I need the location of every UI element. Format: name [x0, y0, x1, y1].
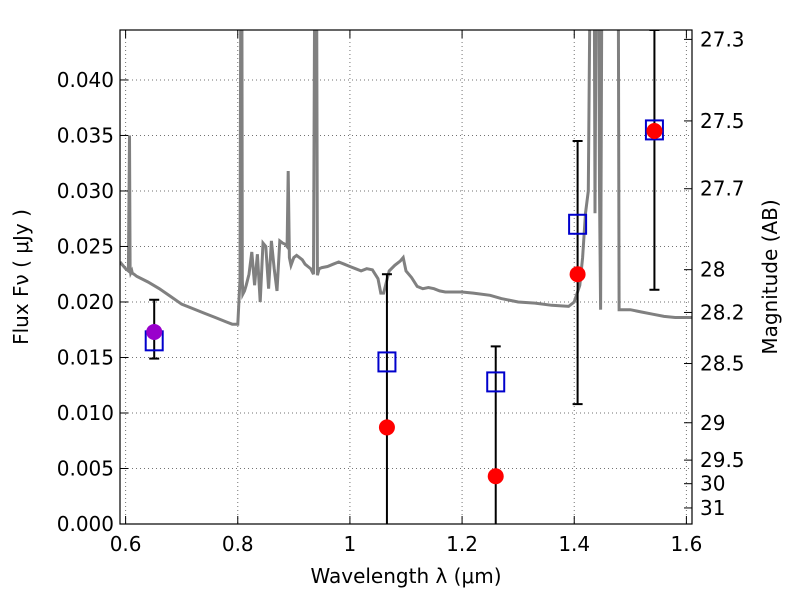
- x-axis-label: Wavelength λ (μm): [310, 564, 501, 588]
- right-axis-label: Magnitude (AB): [758, 199, 782, 354]
- x-tick-label: 0.8: [222, 532, 254, 556]
- observed-flux-points: [146, 123, 663, 485]
- y-tick-label: 0.040: [57, 68, 114, 92]
- observed-flux-point: [378, 419, 395, 436]
- grid-lines: [120, 30, 692, 525]
- observed-flux-point: [146, 323, 163, 340]
- x-tick-label: 1.2: [446, 532, 478, 556]
- error-bars: [149, 30, 660, 524]
- y-tick-label: 0.025: [57, 234, 114, 258]
- model-flux-box: [377, 351, 397, 373]
- x-tick-label: 1.6: [670, 532, 702, 556]
- observed-flux-point: [487, 468, 504, 485]
- y-tick-label: 0.000: [57, 512, 114, 536]
- model-flux-boxes: [144, 119, 664, 393]
- x-tick-label: 1: [344, 532, 357, 556]
- right-tick-label: 28: [700, 258, 725, 282]
- right-tick-label: 28.2: [700, 300, 745, 324]
- model-flux-box: [644, 119, 664, 141]
- right-tick-label: 27.7: [700, 177, 745, 201]
- y-tick-label: 0.030: [57, 179, 114, 203]
- model-flux-box: [486, 371, 506, 393]
- plot-frame: [119, 29, 693, 525]
- axis-ticks: 0.6 0.8 1 1.2 1.4 1.6 0.000 0.005 0.010 0.015 0.02…: [57, 27, 745, 556]
- x-tick-label: 1.4: [558, 532, 590, 556]
- right-tick-label: 29: [700, 411, 725, 435]
- right-tick-label: 28.5: [700, 352, 745, 376]
- y-tick-label: 0.005: [57, 456, 114, 480]
- right-tick-label: 29.5: [700, 448, 745, 472]
- y-tick-label: 0.035: [57, 123, 114, 147]
- model-flux-box: [568, 213, 588, 235]
- observed-flux-point: [569, 266, 586, 283]
- model-spectrum-line: [120, 30, 692, 326]
- right-tick-label: 31: [700, 496, 725, 520]
- right-tick-label: 30: [700, 472, 725, 496]
- y-tick-label: 0.015: [57, 345, 114, 369]
- right-tick-label: 27.3: [700, 27, 745, 51]
- y-tick-label: 0.010: [57, 401, 114, 425]
- right-tick-label: 27.5: [700, 109, 745, 133]
- x-tick-label: 0.6: [110, 532, 142, 556]
- y-axis-label: Flux Fν ( μJy ): [9, 209, 33, 345]
- y-tick-label: 0.020: [57, 290, 114, 314]
- observed-flux-point: [646, 123, 663, 140]
